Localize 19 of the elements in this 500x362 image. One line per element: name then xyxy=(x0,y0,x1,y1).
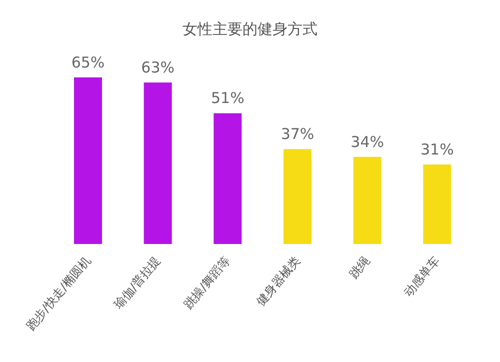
bar xyxy=(74,77,102,244)
chart-title: 女性主要的健身方式 xyxy=(182,19,318,39)
bar xyxy=(214,113,242,244)
x-tick-label: 瑜伽/普拉提 xyxy=(111,254,164,312)
x-tick-label: 跳操/舞蹈等 xyxy=(181,254,233,312)
data-label: 51% xyxy=(210,89,244,108)
data-label: 63% xyxy=(141,58,175,76)
x-tick-label: 健身器械类 xyxy=(253,254,303,308)
data-label: 65% xyxy=(71,53,105,72)
data-label: 37% xyxy=(280,125,314,144)
x-tick-label: 跑步/快走/椭圆机 xyxy=(23,254,94,334)
bar xyxy=(144,82,172,244)
bar xyxy=(353,156,382,244)
x-tick-label: 动感单车 xyxy=(400,254,442,300)
x-tick-label: 跳绳 xyxy=(346,254,373,281)
bar xyxy=(423,164,452,244)
data-label: 34% xyxy=(350,132,384,151)
bar xyxy=(284,149,312,244)
data-label: 31% xyxy=(420,140,454,159)
